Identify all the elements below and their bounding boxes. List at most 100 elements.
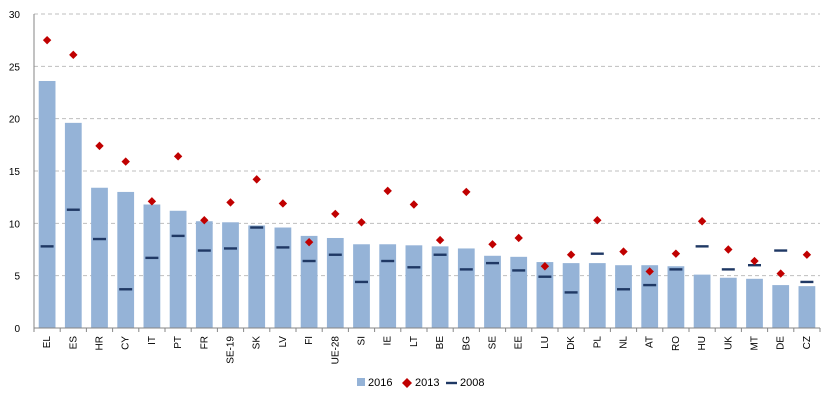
x-tick-label: SE-19 bbox=[226, 336, 237, 364]
bar bbox=[641, 265, 659, 328]
x-tick-label: CZ bbox=[802, 336, 813, 349]
bar bbox=[300, 235, 318, 328]
diamond-marker bbox=[200, 215, 209, 225]
bar bbox=[353, 244, 370, 328]
x-tick-label: SI bbox=[357, 336, 368, 345]
bar bbox=[615, 265, 632, 328]
diamond-marker bbox=[435, 235, 445, 245]
bar bbox=[117, 191, 135, 328]
x-tick-label: LU bbox=[540, 336, 551, 349]
bar bbox=[798, 286, 816, 328]
diamond-marker bbox=[331, 209, 340, 219]
x-tick-label: EL bbox=[42, 336, 53, 349]
y-tick-label: 25 bbox=[9, 62, 21, 73]
diamond-marker bbox=[173, 152, 183, 161]
x-tick-label: AT bbox=[645, 336, 656, 348]
x-tick-label: MT bbox=[750, 336, 761, 350]
x-tick-label: HR bbox=[95, 336, 106, 350]
y-tick-label: 15 bbox=[9, 167, 21, 178]
legend-label-2016: 2016 bbox=[368, 377, 392, 389]
x-tick-label: UK bbox=[723, 336, 734, 350]
x-tick-label: HU bbox=[697, 336, 708, 350]
x-tick-label: ES bbox=[68, 336, 79, 350]
bar bbox=[143, 204, 161, 328]
y-tick-labels: 0 5 10 15 20 25 30 bbox=[9, 10, 21, 335]
x-tick-label: DE bbox=[776, 336, 787, 350]
bars-2016 bbox=[38, 80, 816, 328]
x-tick-labels: EL ES HR CY IT PT FR SE-19 SK LV FI UE-28 SI IE LT BE BG… bbox=[42, 336, 813, 365]
y-tick-label: 20 bbox=[9, 115, 21, 126]
diamond-marker bbox=[776, 269, 785, 278]
diamond-marker bbox=[409, 200, 419, 209]
bar bbox=[431, 246, 449, 328]
diamond-marker bbox=[802, 250, 812, 259]
legend-label-2008: 2008 bbox=[460, 377, 484, 389]
bar bbox=[379, 244, 397, 328]
diamond-marker bbox=[540, 262, 550, 271]
bar bbox=[64, 122, 82, 328]
bar bbox=[326, 237, 344, 328]
x-tick-label: SK bbox=[252, 336, 263, 350]
legend: 2016 2013 2008 bbox=[357, 377, 484, 389]
diamond-marker bbox=[724, 245, 733, 254]
markers-2013 bbox=[42, 35, 812, 278]
diamond-marker bbox=[121, 157, 130, 166]
diamond-marker bbox=[514, 233, 523, 243]
diamond-marker bbox=[304, 237, 314, 247]
bar bbox=[248, 225, 266, 328]
x-tick-label: FI bbox=[304, 336, 315, 345]
bar bbox=[510, 256, 528, 328]
diamond-marker bbox=[619, 247, 628, 256]
diamond-marker bbox=[95, 141, 104, 151]
diamond-marker bbox=[278, 199, 288, 208]
diamond-marker bbox=[357, 218, 366, 227]
diamond-marker bbox=[147, 197, 157, 206]
bar bbox=[772, 285, 790, 328]
x-tick-label: DK bbox=[566, 336, 577, 350]
bar bbox=[588, 263, 606, 328]
bar bbox=[719, 277, 737, 328]
diamond-marker bbox=[593, 215, 602, 225]
diamond-marker bbox=[671, 249, 681, 258]
x-tick-label: CY bbox=[121, 336, 132, 350]
bar bbox=[746, 278, 763, 328]
diamond-marker bbox=[750, 256, 759, 266]
x-tick-label: PT bbox=[173, 336, 184, 349]
diamond-marker bbox=[488, 240, 497, 249]
diamond-marker bbox=[226, 198, 235, 207]
bar bbox=[457, 248, 475, 328]
x-tick-label: FR bbox=[199, 336, 210, 349]
legend-label-2013: 2013 bbox=[415, 377, 439, 389]
bar bbox=[693, 274, 711, 328]
x-tick-label: RO bbox=[671, 336, 682, 351]
x-tick-label: IT bbox=[147, 336, 158, 345]
bar bbox=[274, 227, 292, 328]
bar bbox=[91, 187, 108, 328]
legend-swatch-2016 bbox=[357, 378, 365, 386]
bar bbox=[405, 245, 423, 328]
x-tick-label: BE bbox=[435, 336, 446, 350]
diamond-marker bbox=[462, 187, 471, 197]
legend-swatch-2013 bbox=[402, 378, 412, 388]
bar bbox=[667, 266, 685, 328]
x-tick-label: SE bbox=[488, 336, 499, 350]
x-tick-label: LT bbox=[409, 336, 420, 347]
gridlines bbox=[34, 13, 820, 277]
x-tick-label: UE-28 bbox=[330, 336, 341, 365]
diamond-marker bbox=[42, 35, 52, 45]
diamond-marker bbox=[697, 217, 707, 226]
diamond-marker bbox=[252, 175, 261, 184]
bar bbox=[484, 255, 501, 328]
bar bbox=[169, 210, 187, 328]
bar bbox=[195, 221, 213, 328]
diamond-marker bbox=[566, 250, 576, 259]
bar bbox=[562, 263, 580, 328]
y-tick-label: 0 bbox=[14, 324, 20, 335]
bar bbox=[536, 262, 554, 328]
x-tick-label: PL bbox=[592, 336, 603, 349]
y-tick-label: 30 bbox=[9, 10, 21, 21]
diamond-marker bbox=[69, 50, 78, 60]
dashes-2008 bbox=[40, 208, 814, 294]
diamond-marker bbox=[383, 186, 392, 196]
